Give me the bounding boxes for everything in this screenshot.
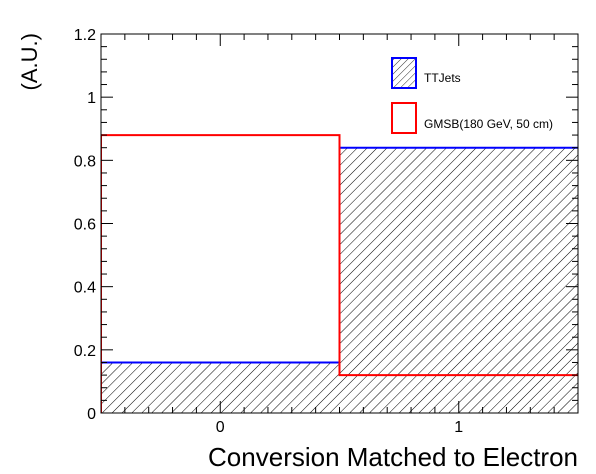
y-tick-label: 0.4 [74,280,96,297]
legend-swatch-ttjets [391,57,417,89]
series-ttjets [101,146,578,413]
x-tick-label: 0 [216,419,225,436]
legend-label-gmsb: GMSB(180 GeV, 50 cm) [424,117,553,131]
bar-fill-ttjets-1 [339,147,578,413]
y-tick-label: 0 [87,406,96,423]
y-axis: 0 0.2 0.4 0.6 0.8 1 1.2 [74,27,578,423]
series-layer [101,134,578,413]
series-gmsb-180-gev-50-cm [101,134,578,413]
legend-label-ttjets: TTJets [424,71,461,85]
y-axis-label: (A.U.) [17,33,42,90]
y-tick-label: 1.2 [74,27,96,44]
histogram-outline-gmsb-180-gev-50-cm [101,134,578,413]
y-tick-label: 0.6 [74,217,96,234]
y-tick-label: 0.8 [74,153,96,170]
legend-swatch-gmsb [391,102,417,134]
legend: TTJets GMSB(180 GeV, 50 cm) [391,57,553,134]
y-tick-label: 1 [87,90,96,107]
y-tick-label: 0.2 [74,343,96,360]
x-axis-label: Conversion Matched to Electron [208,442,578,472]
x-tick-label: 1 [454,419,463,436]
